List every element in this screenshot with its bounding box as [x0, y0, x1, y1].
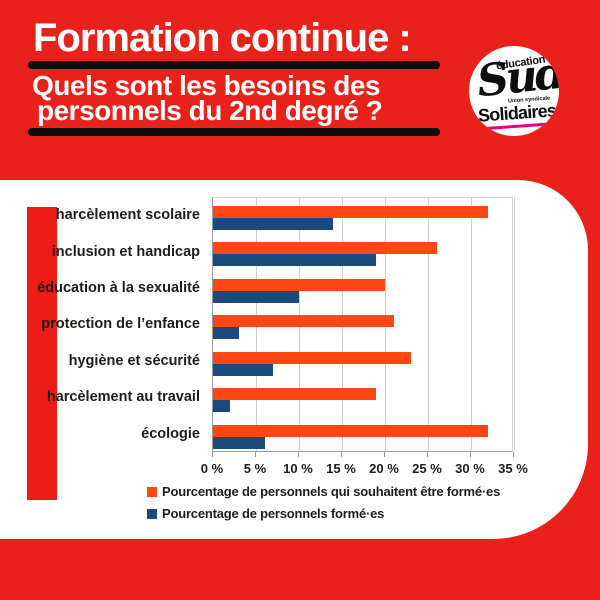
x-axis-tick-label-0: 0 % [200, 461, 224, 476]
x-axis-tick-label-35: 35 % [498, 461, 528, 476]
bar-formes-1 [213, 254, 377, 267]
plot-area [212, 197, 515, 452]
bar-souhaitent-5 [213, 388, 377, 401]
legend-label-formes: Pourcentage de personnels formé·es [162, 506, 385, 521]
axis-tick-30 [470, 452, 471, 457]
category-label-2: éducation à la sexualité [37, 280, 200, 297]
red-accent-bar [27, 207, 57, 500]
axis-tick-0 [212, 452, 213, 457]
x-axis-tick-label-15: 15 % [326, 461, 356, 476]
bar-formes-0 [213, 218, 334, 230]
bar-souhaitent-4 [213, 351, 411, 364]
category-label-0: harcèlement scolaire [55, 207, 200, 224]
gridline-25 [428, 198, 429, 451]
legend-label-souhaitent: Pourcentage de personnels qui souhaitent… [162, 484, 501, 499]
subtitle-line-1: Quels sont les besoins des [32, 70, 381, 101]
legend-item-souhaitent: Pourcentage de personnels qui souhaitent… [147, 484, 500, 499]
legend-swatch-blue [147, 508, 157, 519]
bar-formes-5 [213, 400, 231, 413]
bar-formes-6 [213, 436, 265, 449]
x-axis-tick-label-20: 20 % [369, 461, 399, 476]
category-label-5: harcèlement au travail [46, 389, 200, 406]
axis-tick-35 [513, 452, 514, 457]
category-label-3: protection de l’enfance [41, 316, 200, 333]
axis-tick-15 [341, 452, 342, 457]
bar-formes-2 [213, 290, 299, 303]
category-label-6: écologie [141, 425, 200, 442]
gridline-35 [514, 198, 515, 451]
axis-tick-25 [427, 452, 428, 457]
bar-formes-3 [213, 327, 239, 340]
x-axis-tick-label-30: 30 % [455, 461, 485, 476]
page-title: Formation continue : [33, 16, 412, 60]
title-divider-top [28, 61, 440, 69]
category-label-4: hygiène et sécurité [68, 352, 200, 369]
subtitle-line-2: personnels du 2nd degré ? [37, 95, 383, 126]
legend-swatch-orange [147, 486, 157, 497]
category-label-1: inclusion et handicap [51, 243, 200, 260]
bar-formes-4 [213, 363, 274, 376]
bar-souhaitent-3 [213, 315, 394, 328]
axis-tick-5 [255, 452, 256, 457]
bar-souhaitent-2 [213, 278, 385, 291]
legend-item-formes: Pourcentage de personnels formé·es [147, 506, 500, 521]
title-divider-bottom [28, 128, 440, 136]
x-axis-tick-label-25: 25 % [412, 461, 442, 476]
bar-souhaitent-1 [213, 242, 437, 255]
chart-legend: Pourcentage de personnels qui souhaitent… [147, 484, 500, 528]
gridline-30 [471, 198, 472, 451]
axis-tick-20 [384, 452, 385, 457]
bar-souhaitent-0 [213, 206, 489, 218]
sud-education-solidaires-logo: éducation Sud Union syndicale Solidaires [469, 46, 559, 136]
x-axis-tick-label-10: 10 % [283, 461, 313, 476]
bar-souhaitent-6 [213, 424, 489, 437]
chart-panel: harcèlement scolaire inclusion et handica… [0, 180, 588, 539]
category-labels: harcèlement scolaire inclusion et handica… [37, 197, 206, 452]
axis-tick-10 [298, 452, 299, 457]
x-axis-tick-label-5: 5 % [243, 461, 267, 476]
